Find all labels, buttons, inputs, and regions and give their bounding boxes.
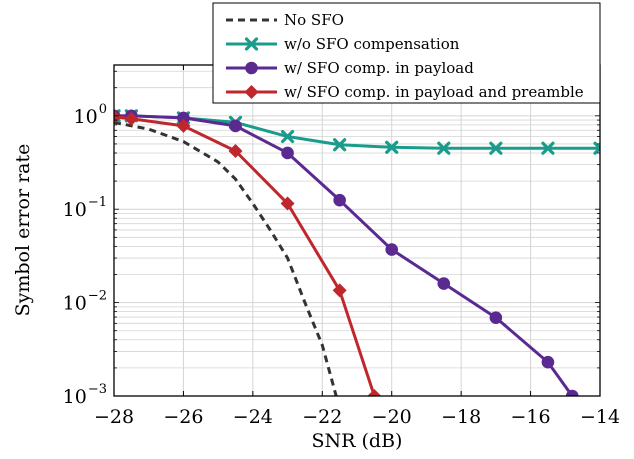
x-tick-label: −28 — [94, 406, 134, 428]
series-line — [114, 115, 376, 396]
legend-label: w/o SFO compensation — [284, 35, 460, 53]
y-tick-label: 10 0 — [74, 102, 107, 128]
legend: No SFO w/o SFO compensation w/ SFO comp. i… — [212, 2, 601, 104]
legend-entry: w/ SFO comp. in payload and preamble — [226, 83, 584, 101]
series-point — [489, 141, 503, 155]
y-tick-label-exponent: −1 — [88, 195, 107, 210]
series-point — [333, 138, 347, 152]
series-point — [176, 118, 191, 133]
series-point — [228, 144, 243, 159]
y-tick-label-base: 10 — [74, 106, 98, 128]
series-point — [281, 146, 294, 160]
series-w-sfo-comp-in-payload-and-preamble — [114, 110, 382, 396]
y-tick-label-base: 10 — [63, 199, 87, 221]
x-tick-label: −16 — [511, 406, 551, 428]
y-tick-label-exponent: 0 — [99, 102, 107, 117]
series-point — [244, 85, 259, 99]
x-tick-label: −26 — [163, 406, 203, 428]
series-point — [437, 277, 451, 290]
legend-label: w/ SFO comp. in payload — [284, 59, 474, 77]
series-point — [367, 389, 382, 396]
series-point — [229, 119, 242, 133]
series-point — [541, 355, 555, 369]
x-axis-label: SNR (dB) — [312, 430, 403, 452]
y-axis-label: Symbol error rate — [12, 144, 34, 317]
series-point — [541, 141, 555, 155]
y-tick-label-base: 10 — [63, 293, 87, 315]
legend-entry: w/ SFO comp. in payload — [226, 59, 474, 77]
series-point — [245, 61, 258, 75]
series-point — [593, 141, 600, 155]
series-point — [280, 196, 295, 211]
y-tick-label: 10 −3 — [63, 382, 107, 408]
series-point — [333, 193, 346, 207]
y-tick-label-base: 10 — [63, 386, 87, 408]
series-point — [124, 111, 139, 126]
legend-label: w/ SFO comp. in payload and preamble — [284, 83, 584, 101]
legend-entry: w/o SFO compensation — [226, 35, 460, 53]
x-tick-label: −22 — [302, 406, 342, 428]
x-tick-label: −20 — [372, 406, 412, 428]
series-point — [437, 141, 451, 155]
legend-box — [212, 2, 601, 104]
x-tick-label: −18 — [441, 406, 481, 428]
y-tick-label: 10 −1 — [63, 195, 107, 221]
series-point — [114, 110, 121, 125]
series-point — [565, 389, 579, 396]
y-tick-label-exponent: −2 — [88, 289, 107, 304]
series-point — [385, 140, 399, 154]
series-no-sfo — [114, 120, 338, 396]
series-line — [114, 120, 338, 396]
series-point — [332, 283, 347, 298]
legend-entry: No SFO — [226, 11, 344, 29]
series-w-sfo-comp-in-payload — [114, 109, 579, 396]
series-point — [244, 37, 259, 51]
series-line — [114, 114, 574, 396]
y-tick-label: 10 −2 — [63, 289, 107, 315]
series-layer — [114, 109, 600, 396]
y-tick-label-exponent: −3 — [88, 382, 107, 397]
legend-label: No SFO — [284, 11, 344, 29]
series-point — [280, 129, 295, 144]
x-tick-label: −14 — [580, 406, 620, 428]
x-tick-label: −24 — [233, 406, 273, 428]
series-point — [489, 311, 503, 324]
series-point — [385, 243, 399, 256]
